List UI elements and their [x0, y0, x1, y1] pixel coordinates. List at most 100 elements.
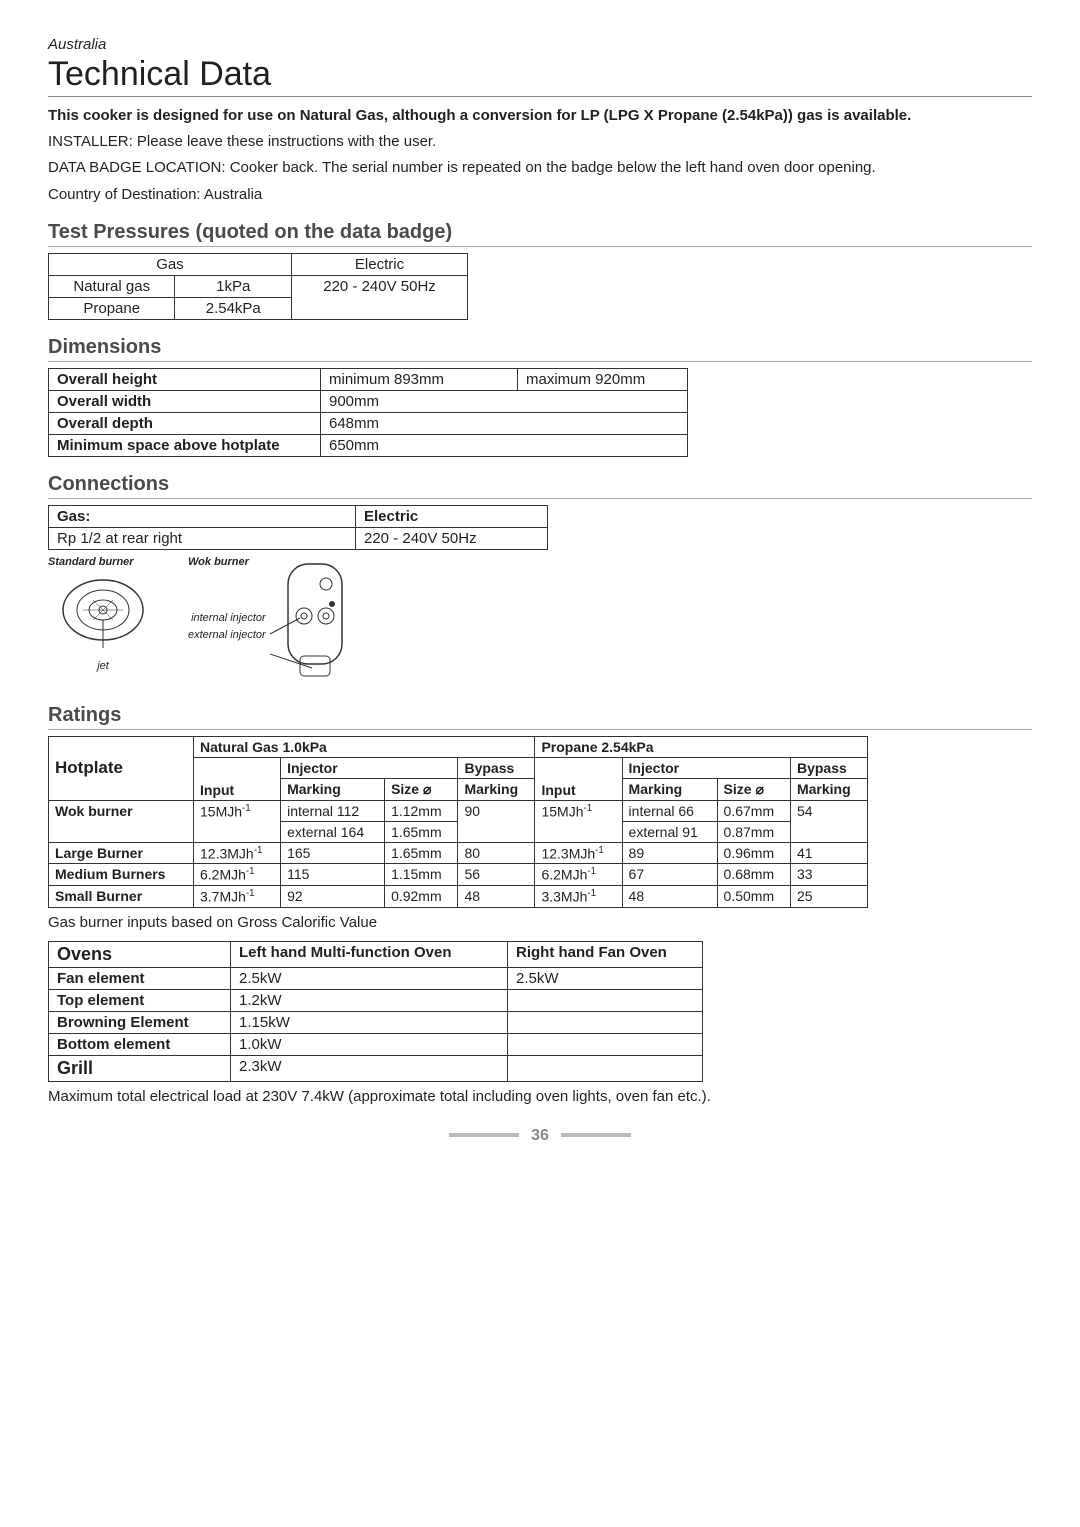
oven-row-label: Fan element [49, 967, 231, 989]
cell: 12.3MJh-1 [194, 842, 281, 864]
footer-bar-icon [449, 1133, 519, 1137]
country-note: Country of Destination: Australia [48, 185, 1032, 205]
ratings-footnote: Gas burner inputs based on Gross Calorif… [48, 914, 1032, 931]
cell: 15MJh-1 [194, 800, 281, 842]
natural-label: Natural gas [49, 275, 175, 297]
dim-label: Overall depth [49, 412, 321, 434]
badge-note: DATA BADGE LOCATION: Cooker back. The se… [48, 158, 1032, 178]
propane-value: 2.54kPa [175, 297, 292, 319]
cell: 25 [790, 886, 867, 908]
internal-injector-label: internal injector [188, 610, 266, 628]
size-label: Size ⌀ [717, 778, 790, 800]
input-label: Input [535, 757, 622, 800]
cell: external 164 [281, 821, 385, 842]
oven-cell [508, 989, 703, 1011]
dim-value: 648mm [321, 412, 688, 434]
dim-value: maximum 920mm [518, 368, 688, 390]
cell: 0.67mm [717, 800, 790, 821]
cell: 80 [458, 842, 535, 864]
oven-cell: 1.0kW [231, 1033, 508, 1055]
bypass-label: Bypass [790, 757, 867, 778]
oven-cell: 2.5kW [231, 967, 508, 989]
cell: internal 66 [622, 800, 717, 821]
testpress-heading: Test Pressures (quoted on the data badge… [48, 221, 1032, 247]
cell: 1.65mm [385, 842, 458, 864]
cell: 67 [622, 864, 717, 886]
electric-header: Electric [292, 253, 468, 275]
cell: 0.96mm [717, 842, 790, 864]
connections-table: Gas: Electric Rp 1/2 at rear right 220 -… [48, 505, 548, 550]
cell: 12.3MJh-1 [535, 842, 622, 864]
cell: 0.92mm [385, 886, 458, 908]
cell: 6.2MJh-1 [194, 864, 281, 886]
oven-cell [508, 1011, 703, 1033]
conn-gas-value: Rp 1/2 at rear right [49, 527, 356, 549]
cell: external 91 [622, 821, 717, 842]
connections-heading: Connections [48, 473, 1032, 499]
page-number: 36 [531, 1127, 549, 1144]
conn-electric-value: 220 - 240V 50Hz [356, 527, 548, 549]
burner-diagrams: Standard burner jet Wok burner internal … [48, 556, 1032, 686]
ovens-label: Ovens [49, 941, 231, 967]
cell: 90 [458, 800, 535, 842]
footer-bar-icon [561, 1133, 631, 1137]
cell: 1.65mm [385, 821, 458, 842]
dim-value: minimum 893mm [321, 368, 518, 390]
medium-label: Medium Burners [49, 864, 194, 886]
region-label: Australia [48, 36, 1032, 53]
propane-label: Propane [49, 297, 175, 319]
oven-cell [508, 1033, 703, 1055]
testpress-table: Gas Electric Natural gas 1kPa 220 - 240V… [48, 253, 468, 320]
marking-label: Marking [622, 778, 717, 800]
dimensions-heading: Dimensions [48, 336, 1032, 362]
bypass-label: Bypass [458, 757, 535, 778]
dim-value: 900mm [321, 390, 688, 412]
cell: 41 [790, 842, 867, 864]
oven-cell: 1.2kW [231, 989, 508, 1011]
electric-value: 220 - 240V 50Hz [292, 275, 468, 319]
oven-cell: 2.5kW [508, 967, 703, 989]
grill-value: 2.3kW [231, 1055, 508, 1081]
cell: 48 [622, 886, 717, 908]
cell: 54 [790, 800, 867, 842]
conn-gas-header: Gas: [49, 505, 356, 527]
natgas-header: Natural Gas 1.0kPa [194, 736, 535, 757]
large-label: Large Burner [49, 842, 194, 864]
small-label: Small Burner [49, 886, 194, 908]
oven-row-label: Bottom element [49, 1033, 231, 1055]
max-load-note: Maximum total electrical load at 230V 7.… [48, 1088, 1032, 1105]
jet-label: jet [48, 660, 158, 672]
oven-cell: 1.15kW [231, 1011, 508, 1033]
natural-value: 1kPa [175, 275, 292, 297]
cell: 33 [790, 864, 867, 886]
wok-burner-icon [270, 556, 360, 686]
wok-label: Wok burner [49, 800, 194, 842]
grill-label: Grill [49, 1055, 231, 1081]
dimensions-table: Overall height minimum 893mm maximum 920… [48, 368, 688, 457]
cell: 1.12mm [385, 800, 458, 821]
ovens-right-header: Right hand Fan Oven [508, 941, 703, 967]
dim-label: Overall height [49, 368, 321, 390]
oven-row-label: Browning Element [49, 1011, 231, 1033]
wok-burner-title: Wok burner [188, 556, 270, 568]
ovens-table: Ovens Left hand Multi-function Oven Righ… [48, 941, 703, 1082]
cell: 3.7MJh-1 [194, 886, 281, 908]
cell: 3.3MJh-1 [535, 886, 622, 908]
cell: 0.87mm [717, 821, 790, 842]
gas-header: Gas [49, 253, 292, 275]
external-injector-label: external injector [188, 627, 266, 645]
cell: 15MJh-1 [535, 800, 622, 842]
cell: 48 [458, 886, 535, 908]
cell: 115 [281, 864, 385, 886]
cell: 6.2MJh-1 [535, 864, 622, 886]
hotplate-label: Hotplate [49, 736, 194, 800]
ratings-table: Hotplate Natural Gas 1.0kPa Propane 2.54… [48, 736, 868, 908]
cell: internal 112 [281, 800, 385, 821]
oven-row-label: Top element [49, 989, 231, 1011]
cell: 92 [281, 886, 385, 908]
page-title: Technical Data [48, 55, 1032, 97]
injector-label: Injector [281, 757, 458, 778]
marking-label: Marking [458, 778, 535, 800]
conn-electric-header: Electric [356, 505, 548, 527]
cell: 0.68mm [717, 864, 790, 886]
